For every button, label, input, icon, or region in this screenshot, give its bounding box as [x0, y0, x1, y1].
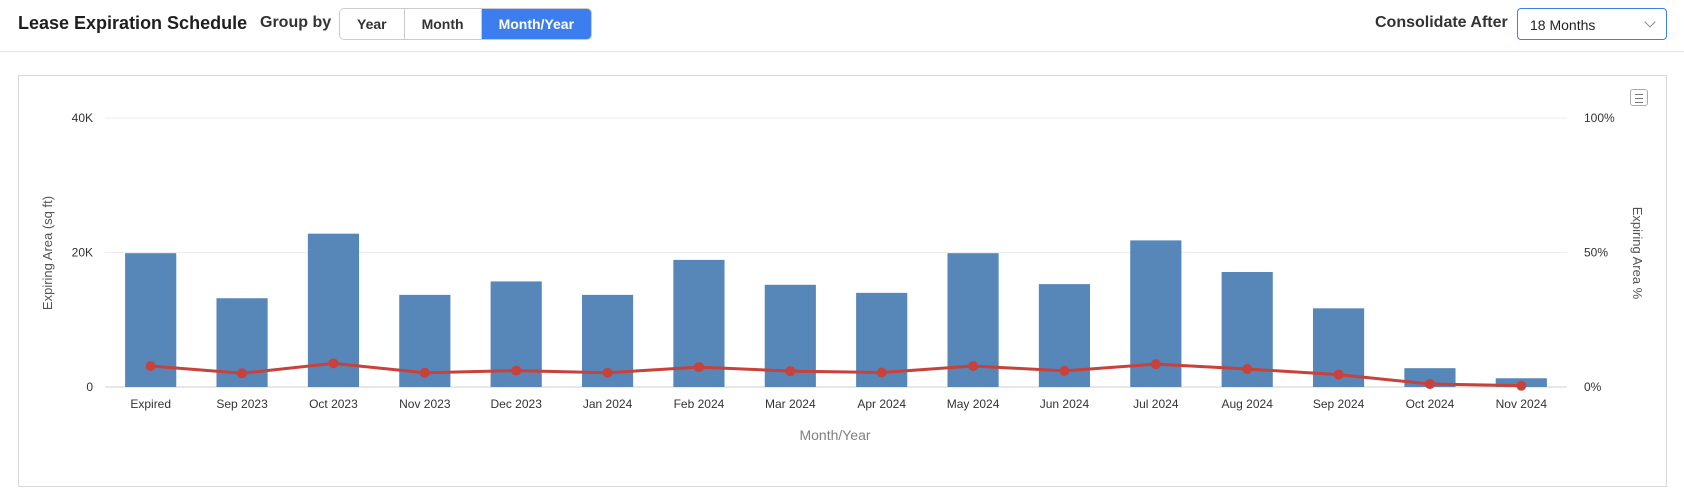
group-by-month-button[interactable]: Month [404, 9, 482, 39]
x-tick-label: Feb 2024 [674, 397, 725, 411]
y2-axis-title: Expiring Area % [1630, 207, 1645, 300]
consolidate-after-label: Consolidate After [1375, 14, 1508, 31]
x-tick-label: Nov 2023 [399, 397, 451, 411]
percent-point-feb-2024[interactable] [693, 362, 704, 373]
percent-point-may-2024[interactable] [968, 361, 979, 372]
group-by-label: Group by [260, 14, 332, 31]
percent-point-jul-2024[interactable] [1150, 359, 1161, 370]
y-tick-label: 0 [86, 380, 93, 394]
percent-point-aug-2024[interactable] [1242, 363, 1253, 374]
group-by-year-button[interactable]: Year [340, 9, 405, 39]
y2-tick-label: 0% [1584, 380, 1602, 394]
y2-tick-label: 50% [1584, 246, 1608, 260]
y-tick-label: 20K [72, 246, 93, 260]
x-tick-label: Sep 2024 [1313, 397, 1365, 411]
percent-series-line [150, 361, 1522, 388]
percent-point-apr-2024[interactable] [876, 367, 887, 378]
percent-point-sep-2024[interactable] [1333, 369, 1344, 380]
x-tick-label: Jan 2024 [583, 397, 633, 411]
x-tick-label: Nov 2024 [1496, 397, 1548, 411]
percent-point-expired[interactable] [145, 361, 156, 372]
y-tick-label: 40K [72, 111, 93, 125]
consolidate-after-value: 18 Months [1530, 17, 1596, 33]
x-axis-title: Month/Year [799, 427, 870, 443]
percent-point-dec-2023[interactable] [511, 365, 522, 376]
percent-point-sep-2023[interactable] [237, 368, 248, 379]
page-title: Lease Expiration Schedule [18, 13, 248, 33]
x-tick-label: Expired [130, 397, 171, 411]
percent-point-nov-2024[interactable] [1516, 380, 1527, 391]
percent-point-jan-2024[interactable] [602, 367, 613, 378]
percent-point-oct-2023[interactable] [328, 358, 339, 369]
percent-point-oct-2024[interactable] [1424, 379, 1435, 390]
percent-point-nov-2023[interactable] [419, 367, 430, 378]
x-tick-label: Jul 2024 [1133, 397, 1179, 411]
x-tick-label: Mar 2024 [765, 397, 816, 411]
toolbar: Lease Expiration Schedule Group by Year … [0, 0, 1684, 52]
x-tick-label: Oct 2024 [1406, 397, 1455, 411]
x-tick-label: May 2024 [947, 397, 1000, 411]
percent-point-jun-2024[interactable] [1059, 365, 1070, 376]
percent-point-mar-2024[interactable] [785, 366, 796, 377]
x-tick-label: Jun 2024 [1040, 397, 1090, 411]
group-by-month-year-button[interactable]: Month/Year [481, 9, 592, 39]
y2-tick-label: 100% [1584, 111, 1615, 125]
group-by-segmented-control: Year Month Month/Year [339, 8, 593, 40]
x-tick-label: Oct 2023 [309, 397, 358, 411]
x-tick-label: Apr 2024 [857, 397, 906, 411]
x-tick-label: Sep 2023 [216, 397, 268, 411]
x-tick-label: Aug 2024 [1221, 397, 1273, 411]
chart-menu-icon[interactable] [1630, 89, 1648, 106]
x-tick-label: Dec 2023 [491, 397, 543, 411]
y-axis-title: Expiring Area (sq ft) [40, 196, 55, 310]
chart-container [18, 75, 1667, 487]
consolidate-after-select[interactable]: 18 Months [1517, 8, 1667, 40]
